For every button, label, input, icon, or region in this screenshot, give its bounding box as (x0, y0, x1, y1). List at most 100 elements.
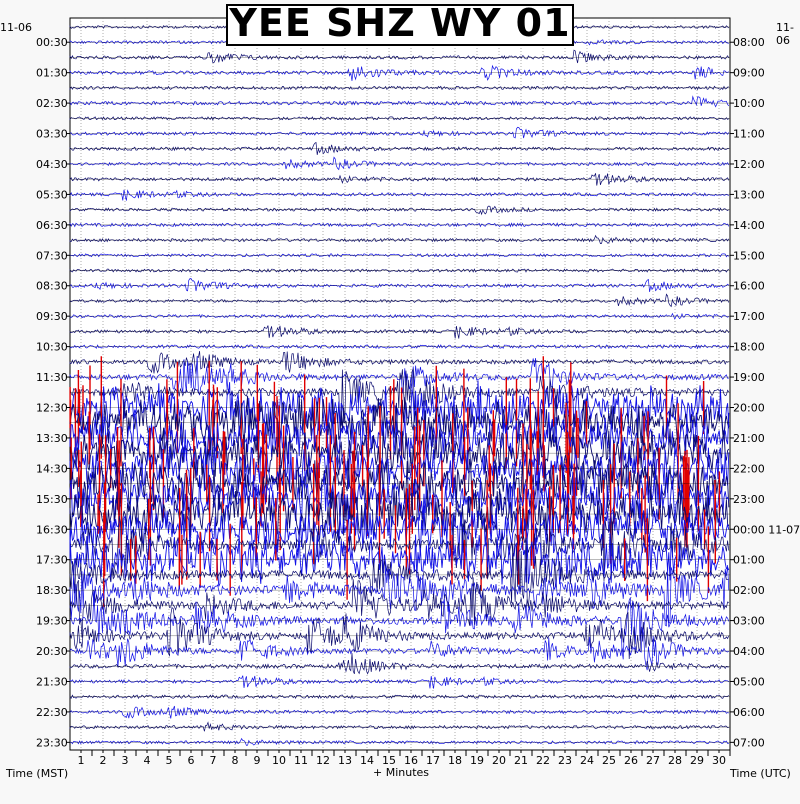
left-time-label: 15:30 (36, 493, 68, 506)
left-time-label: 00:30 (36, 36, 68, 49)
left-time-label: 21:30 (36, 675, 68, 688)
chart-title: YEE SHZ WY 01 (229, 1, 571, 45)
seismic-trace (69, 627, 729, 671)
axis-layer: 1 2 3 4 5 6 7 8 9 10 11 12 13 14 15 16 17 18 19 20 21 22 23 24 2… (36, 36, 800, 767)
seismic-trace (69, 395, 730, 450)
seismic-trace (69, 253, 730, 258)
seismic-trace (69, 173, 730, 186)
x-tick-label: 22 (536, 754, 550, 767)
seismic-trace (69, 538, 729, 608)
right-time-label: 21:00 (733, 432, 765, 445)
x-tick-label: 1 (78, 754, 85, 767)
grid-layer (80, 18, 720, 750)
seismic-trace (69, 222, 730, 228)
left-time-label: 20:30 (36, 645, 68, 658)
right-time-label: 03:00 (733, 615, 765, 628)
x-tick-label: 17 (426, 754, 440, 767)
x-axis-title: + Minutes (373, 766, 430, 779)
trace-layer (69, 24, 730, 746)
left-time-label: 13:30 (36, 432, 68, 445)
x-tick-label: 4 (144, 754, 151, 767)
seismic-trace (69, 356, 729, 396)
right-time-label: 09:00 (733, 67, 765, 80)
right-time-label: 07:00 (733, 736, 765, 749)
right-time-label: 01:00 (733, 554, 765, 567)
right-time-label: 18:00 (733, 341, 765, 354)
date-left-label: 11-06 (0, 21, 32, 34)
left-time-label: 09:30 (36, 310, 68, 323)
x-tick-label: 27 (646, 754, 660, 767)
seismic-trace (69, 189, 729, 201)
left-time-label: 06:30 (36, 219, 68, 232)
right-time-label: 05:00 (733, 675, 765, 688)
left-axis-title: Time (MST) (6, 767, 69, 780)
right-time-label: 11:00 (733, 128, 765, 141)
seismic-trace (69, 293, 730, 308)
left-time-label: 14:30 (36, 462, 68, 475)
right-time-label: 08:00 (733, 36, 765, 49)
x-tick-label: 10 (272, 754, 286, 767)
seismic-trace (69, 268, 730, 273)
x-tick-label: 28 (668, 754, 682, 767)
seismic-trace (69, 503, 730, 557)
right-time-label: 14:00 (733, 219, 765, 232)
right-time-label: 00:00 11-07 (733, 523, 800, 536)
right-time-label: 10:00 (733, 97, 765, 110)
right-time-label: 13:00 (733, 188, 765, 201)
left-time-label: 12:30 (36, 402, 68, 415)
seismic-trace (69, 591, 730, 660)
right-time-label: 02:00 (733, 584, 765, 597)
left-time-label: 03:30 (36, 128, 68, 141)
left-time-label: 23:30 (36, 736, 68, 749)
x-tick-label: 11 (294, 754, 308, 767)
x-tick-label: 5 (166, 754, 173, 767)
left-time-label: 05:30 (36, 188, 68, 201)
x-tick-label: 29 (690, 754, 704, 767)
left-time-label: 04:30 (36, 158, 68, 171)
seismic-trace (69, 368, 730, 426)
left-time-label: 01:30 (36, 67, 68, 80)
right-axis-title: Time (UTC) (730, 767, 791, 780)
title-box (226, 4, 574, 46)
x-tick-label: 25 (602, 754, 616, 767)
right-time-label: 15:00 (733, 249, 765, 262)
x-tick-label: 21 (514, 754, 528, 767)
x-tick-label: 18 (448, 754, 462, 767)
x-tick-label: 2 (100, 754, 107, 767)
x-tick-label: 23 (558, 754, 572, 767)
seismic-trace (69, 95, 730, 108)
plot-frame (69, 17, 731, 751)
left-time-label: 19:30 (36, 615, 68, 628)
x-tick-label: 24 (580, 754, 594, 767)
x-tick-label: 30 (712, 754, 726, 767)
x-tick-label: 7 (210, 754, 217, 767)
seismic-trace (69, 606, 730, 660)
left-time-label: 10:30 (36, 341, 68, 354)
right-time-label: 12:00 (733, 158, 765, 171)
right-time-label: 22:00 (733, 462, 765, 475)
x-tick-label: 15 (382, 754, 396, 767)
x-tick-label: 6 (188, 754, 195, 767)
left-time-label: 11:30 (36, 371, 68, 384)
seismic-trace (69, 705, 729, 719)
left-time-label: 17:30 (36, 554, 68, 567)
seismic-trace (69, 564, 730, 627)
x-tick-label: 16 (404, 754, 418, 767)
right-time-label: 19:00 (733, 371, 765, 384)
seismic-trace (69, 49, 730, 64)
seismic-trace (69, 412, 730, 466)
seismic-trace (69, 487, 730, 542)
seismic-trace (69, 156, 730, 171)
right-time-label: 17:00 (733, 310, 765, 323)
x-tick-label: 20 (492, 754, 506, 767)
right-time-label: 16:00 (733, 280, 765, 293)
right-time-label: 06:00 (733, 706, 765, 719)
left-time-label: 22:30 (36, 706, 68, 719)
left-time-label: 16:30 (36, 523, 68, 536)
seismic-trace (69, 675, 730, 689)
date-right-label: 11-06 (776, 21, 794, 47)
x-tick-label: 14 (360, 754, 374, 767)
x-tick-label: 9 (254, 754, 261, 767)
x-tick-label: 8 (232, 754, 239, 767)
